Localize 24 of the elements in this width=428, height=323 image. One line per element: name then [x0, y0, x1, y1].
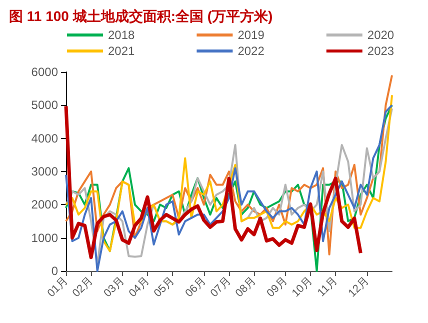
y-tick-label: 6000: [31, 65, 58, 79]
legend-label: 2021: [108, 44, 136, 58]
x-tick-label: 10月: [290, 274, 315, 300]
legend-label: 2018: [108, 28, 136, 42]
y-tick-label: 2000: [31, 198, 58, 212]
x-tick-label: 07月: [208, 274, 234, 300]
x-tick-label: 06月: [183, 274, 208, 300]
y-tick-label: 4000: [31, 131, 58, 146]
x-tick-label: 02月: [70, 274, 96, 300]
legend-label: 2022: [238, 44, 265, 58]
x-tick-label: 05月: [152, 274, 177, 300]
x-tick-label: 12月: [346, 274, 372, 300]
y-tick-label: 5000: [31, 98, 58, 112]
x-tick-label: 09月: [264, 274, 290, 300]
y-tick-label: 1000: [31, 230, 58, 245]
legend-label: 2020: [367, 28, 394, 42]
x-tick-label: 08月: [233, 274, 258, 300]
legend-label: 2023: [367, 44, 394, 58]
legend-label: 2019: [238, 28, 265, 42]
x-tick-label: 11月: [315, 274, 340, 300]
chart-title: 图 11 100 城土地成交面积:全国 (万平方米): [9, 8, 273, 24]
x-tick-label: 04月: [126, 274, 152, 300]
y-tick-label: 3000: [31, 164, 58, 178]
x-tick-label: 03月: [102, 274, 127, 300]
